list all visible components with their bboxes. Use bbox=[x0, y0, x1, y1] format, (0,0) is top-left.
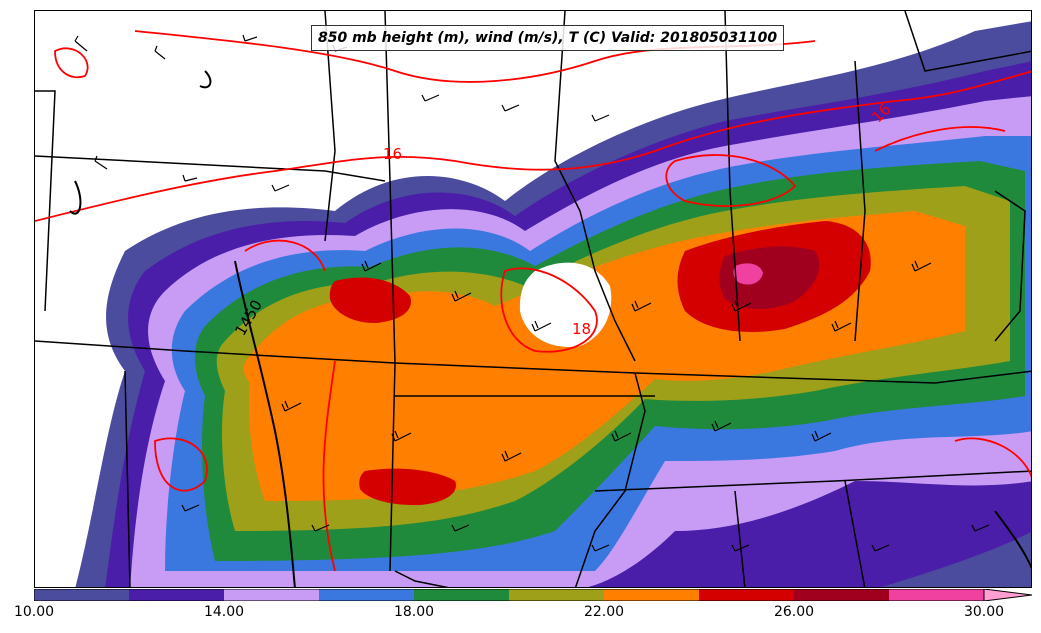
wind-barbs bbox=[74, 34, 990, 552]
colorbar-cell-20 bbox=[509, 589, 604, 601]
colorbar-cell-12 bbox=[129, 589, 224, 601]
colorbar-tick-14: 14.00 bbox=[203, 604, 245, 620]
temp-label-16-a: 16 bbox=[383, 145, 402, 163]
state-boundaries bbox=[35, 11, 1031, 587]
colorbar-tick-18: 18.00 bbox=[393, 604, 435, 620]
temp-label-18: 18 bbox=[572, 320, 591, 338]
colorbar-cell-14 bbox=[224, 589, 319, 601]
white-gap bbox=[519, 262, 612, 347]
map-canvas: 16 16 18 1450 bbox=[35, 11, 1031, 587]
colorbar-tick-26: 26.00 bbox=[773, 604, 815, 620]
colorbar bbox=[34, 589, 1033, 601]
map-title: 850 mb height (m), wind (m/s), T (C) Val… bbox=[311, 25, 785, 51]
fill-24b bbox=[329, 277, 411, 323]
colorbar-tick-30: 30.00 bbox=[963, 604, 1005, 620]
colorbar-cells bbox=[34, 589, 1033, 601]
colorbar-tick-10: 10.00 bbox=[13, 604, 55, 620]
colorbar-cell-16 bbox=[319, 589, 414, 601]
height-contours bbox=[69, 70, 1031, 587]
colorbar-tick-22: 22.00 bbox=[583, 604, 625, 620]
colorbar-outline bbox=[34, 589, 985, 601]
colorbar-extend-max bbox=[983, 589, 1033, 601]
fill-24c bbox=[359, 468, 456, 506]
map-plot-area: 16 16 18 1450 850 mb height (m), wind (m… bbox=[34, 10, 1032, 588]
colorbar-cell-28 bbox=[889, 589, 984, 601]
fill-28 bbox=[733, 263, 763, 285]
colorbar-cell-24 bbox=[699, 589, 794, 601]
colorbar-cell-26 bbox=[794, 589, 889, 601]
colorbar-cell-18 bbox=[414, 589, 509, 601]
colorbar-cell-10 bbox=[34, 589, 129, 601]
fill-26 bbox=[719, 246, 820, 310]
wind-speed-fill bbox=[75, 21, 1031, 587]
colorbar-cell-22 bbox=[604, 589, 699, 601]
